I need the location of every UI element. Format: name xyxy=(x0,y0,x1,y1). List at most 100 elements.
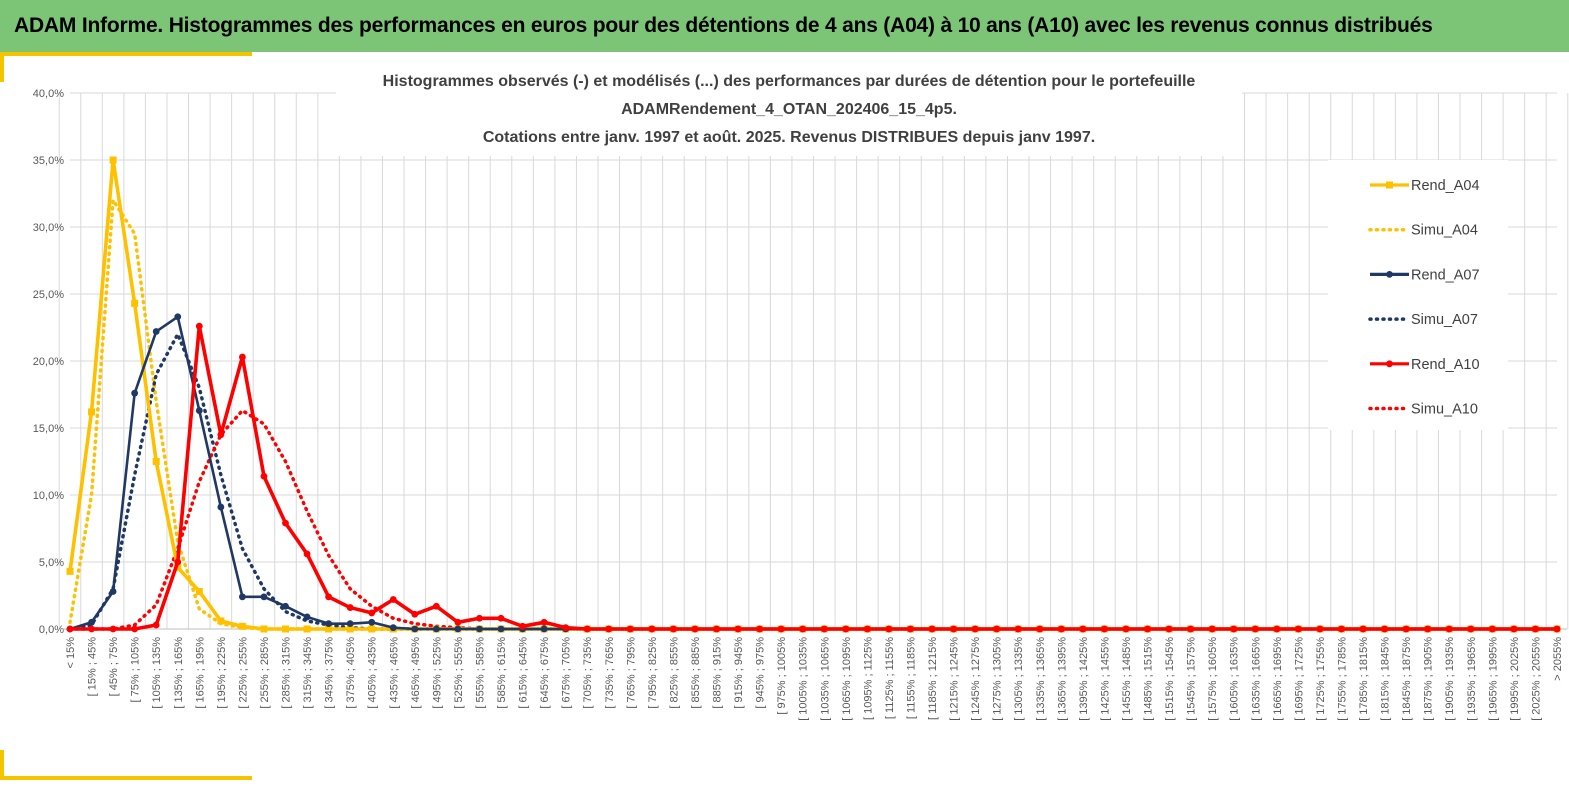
x-tick-label: [ 615% ; 645% xyxy=(518,637,530,709)
data-point-Rend_A04 xyxy=(195,587,203,595)
data-point-Rend_A07 xyxy=(217,503,225,511)
data-point-Rend_A07 xyxy=(239,593,246,601)
x-tick-label: [ 135% ; 165% xyxy=(173,637,185,709)
data-point-Rend_A10 xyxy=(368,609,376,617)
legend-item-Simu_A07: Simu_A07 xyxy=(1368,312,1478,328)
data-point-Rend_A10 xyxy=(670,625,677,633)
data-point-Rend_A10 xyxy=(734,625,742,633)
series-layer xyxy=(66,156,1561,633)
data-point-Rend_A07 xyxy=(368,618,376,626)
data-point-Rend_A10 xyxy=(863,625,871,633)
data-point-Rend_A04 xyxy=(368,625,376,633)
series-line-Rend_A10 xyxy=(70,324,1557,631)
x-tick-label: [ 1005% ; 1035% xyxy=(798,637,810,721)
accent-bar-left-top xyxy=(0,52,4,82)
accent-bar-bottom xyxy=(0,776,252,780)
legend-item-Simu_A10: Simu_A10 xyxy=(1368,402,1478,418)
data-point-Rend_A10 xyxy=(282,519,289,527)
data-point-Rend_A10 xyxy=(476,614,483,622)
x-tick-label: [ 435% ; 465% xyxy=(388,637,400,709)
x-tick-label: [ 975% ; 1005% xyxy=(776,637,788,715)
data-point-Rend_A10 xyxy=(88,625,95,633)
data-point-Rend_A10 xyxy=(648,625,656,633)
data-point-Rend_A04 xyxy=(217,617,225,625)
data-point-Rend_A10 xyxy=(799,625,807,633)
data-point-Rend_A07 xyxy=(325,620,333,628)
data-point-Rend_A07 xyxy=(454,625,462,633)
legend-item-Rend_A07: Rend_A07 xyxy=(1370,267,1480,283)
x-tick-label: [ 885% ; 915% xyxy=(712,637,724,709)
y-tick-label: 10,0% xyxy=(33,490,64,502)
x-tick-label: [ 1635% ; 1665% xyxy=(1250,637,1262,721)
x-tick-label: [ 1035% ; 1065% xyxy=(819,637,831,721)
x-tick-label: [ 1335% ; 1365% xyxy=(1035,637,1047,721)
data-point-Rend_A10 xyxy=(1553,625,1561,633)
x-tick-label: [ 1305% ; 1335% xyxy=(1013,637,1025,721)
x-tick-label: [ 1935% ; 1965% xyxy=(1466,637,1478,721)
x-tick-label: [ 315% ; 345% xyxy=(302,637,314,709)
x-tick-label: [ 1395% ; 1425% xyxy=(1078,637,1090,721)
data-point-Rend_A07 xyxy=(88,618,95,626)
x-tick-label: [ 345% ; 375% xyxy=(324,637,336,709)
data-point-Rend_A10 xyxy=(131,625,139,633)
data-point-Rend_A10 xyxy=(389,596,397,603)
histogram-chart: 0,0% 5,0% 10,0% 15,0% 20,0% 25,0% 30,0% 35,0% 40… xyxy=(33,64,1569,721)
data-point-Rend_A10 xyxy=(1424,625,1432,633)
data-point-Rend_A10 xyxy=(1402,625,1410,633)
data-point-Rend_A07 xyxy=(195,407,203,414)
x-tick-label: [ 1575% ; 1605% xyxy=(1207,637,1219,721)
data-point-Rend_A10 xyxy=(1079,625,1087,633)
x-tick-label: [ 1185% ; 1215% xyxy=(927,637,939,720)
data-point-Rend_A07 xyxy=(174,313,182,321)
legend-item-Rend_A10: Rend_A10 xyxy=(1370,357,1480,373)
x-tick-label: [ 1605% ; 1635% xyxy=(1229,637,1241,721)
legend-background xyxy=(1328,160,1508,430)
x-tick-label: [ 1485% ; 1515% xyxy=(1143,637,1155,721)
data-point-Rend_A10 xyxy=(1122,625,1130,633)
x-tick-label: [ 1515% ; 1545% xyxy=(1164,637,1176,721)
data-point-Rend_A10 xyxy=(691,625,699,633)
data-point-Rend_A10 xyxy=(626,625,634,633)
data-point-Rend_A10 xyxy=(346,604,354,611)
x-tick-label: [ 765% ; 795% xyxy=(625,637,637,709)
x-tick-label: [ 855% ; 885% xyxy=(690,637,702,709)
data-point-Rend_A10 xyxy=(605,625,613,633)
data-point-Rend_A10 xyxy=(1532,625,1539,633)
data-point-Rend_A10 xyxy=(993,625,1001,633)
accent-bar-top xyxy=(0,52,252,56)
data-point-Rend_A10 xyxy=(1445,625,1453,633)
data-point-Rend_A04 xyxy=(325,625,333,633)
data-point-Rend_A10 xyxy=(820,625,828,633)
data-point-Rend_A10 xyxy=(1057,625,1065,633)
x-tick-label: [ 1455% ; 1485% xyxy=(1121,637,1133,721)
data-point-Rend_A10 xyxy=(432,602,440,610)
x-tick-label: [ 1065% ; 1095% xyxy=(841,637,853,721)
x-tick-label: [ 1545% ; 1575% xyxy=(1186,637,1198,721)
x-tick-label: [ 1875% ; 1905% xyxy=(1423,637,1435,721)
y-tick-label: 20,0% xyxy=(33,356,64,368)
x-tick-label: [ 405% ; 435% xyxy=(367,637,379,709)
data-point-Rend_A04 xyxy=(260,625,268,633)
y-tick-label: 0,0% xyxy=(39,624,64,636)
x-tick-label: [ 1845% ; 1875% xyxy=(1401,637,1413,721)
data-point-Rend_A10 xyxy=(325,593,333,601)
legend-marker xyxy=(1386,181,1393,189)
y-tick-label: 40,0% xyxy=(33,88,64,100)
legend-label: Simu_A07 xyxy=(1411,312,1478,328)
legend-label: Rend_A04 xyxy=(1411,178,1480,194)
legend: Rend_A04 Simu_A04 Rend_A07 Simu_A07 Rend_A10… xyxy=(1328,160,1508,430)
data-point-Rend_A10 xyxy=(1488,625,1496,633)
x-tick-label: [ 375% ; 405% xyxy=(345,637,357,709)
data-point-Rend_A10 xyxy=(1381,625,1388,633)
x-tick-label: [ 15% ; 45% xyxy=(87,637,99,697)
data-point-Rend_A10 xyxy=(1316,625,1324,633)
x-tick-label: [ 1665% ; 1695% xyxy=(1272,637,1284,721)
x-tick-label: [ 1695% ; 1725% xyxy=(1293,637,1305,721)
banner: ADAM Informe. Histogrammes des performan… xyxy=(0,0,1569,52)
data-point-Rend_A07 xyxy=(411,625,419,633)
legend-label: Simu_A10 xyxy=(1411,402,1478,418)
data-point-Rend_A10 xyxy=(1165,625,1173,633)
data-point-Rend_A10 xyxy=(540,618,548,626)
y-axis: 0,0% 5,0% 10,0% 15,0% 20,0% 25,0% 30,0% 35,0% 40… xyxy=(33,88,64,636)
x-tick-label: [ 1245% ; 1275% xyxy=(970,637,982,721)
